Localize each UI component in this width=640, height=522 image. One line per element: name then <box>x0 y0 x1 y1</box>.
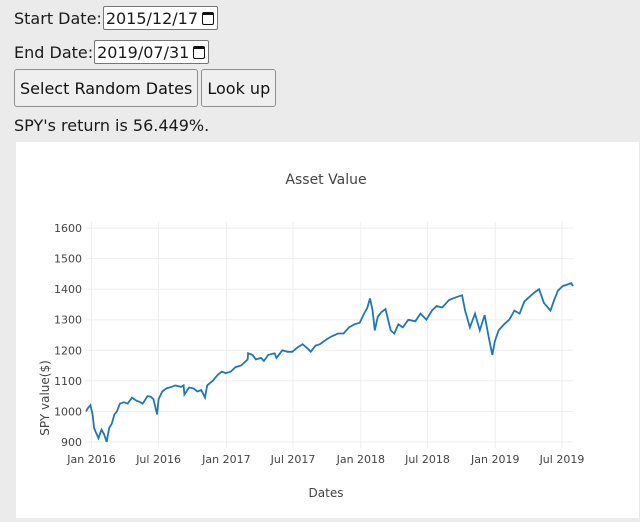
return-result-text: SPY's return is 56.449%. <box>14 116 210 135</box>
end-date-row: End Date: 2019/07/31 <box>14 40 210 64</box>
calendar-icon[interactable] <box>202 11 215 25</box>
button-row: Select Random Dates Look up <box>14 69 279 107</box>
x-tick-label: Jan 2018 <box>336 453 385 466</box>
x-tick-label: Jul 2018 <box>404 453 450 466</box>
grid-lines <box>86 222 573 448</box>
calendar-icon[interactable] <box>193 45 206 59</box>
spy-value-line <box>85 281 574 443</box>
start-date-row: Start Date: 2015/12/17 <box>14 6 219 30</box>
y-tick-label: 1000 <box>54 405 82 418</box>
x-tick-label: Jul 2017 <box>270 453 316 466</box>
x-tick-label: Jan 2017 <box>201 453 250 466</box>
select-random-dates-button[interactable]: Select Random Dates <box>14 69 199 107</box>
start-date-input[interactable]: 2015/12/17 <box>102 6 219 30</box>
look-up-button[interactable]: Look up <box>201 69 277 107</box>
axis-ticks: Jan 2016 Jul 2016 Jan 2017 Jul 2017 Jan 2018… <box>54 222 584 466</box>
x-tick-label: Jan 2016 <box>66 453 115 466</box>
chart-container: Asset Value Jan 2016 Jul 2016 Jan 2017 Jul … <box>16 142 639 518</box>
chart-title: Asset Value <box>285 172 366 188</box>
x-tick-label: Jul 2019 <box>539 453 585 466</box>
end-date-value: 2019/07/31 <box>97 42 190 62</box>
x-tick-label: Jan 2019 <box>470 453 519 466</box>
start-date-value: 2015/12/17 <box>105 8 199 28</box>
end-date-label: End Date: <box>14 42 94 62</box>
end-date-input[interactable]: 2019/07/31 <box>94 40 210 64</box>
x-tick-label: Jul 2016 <box>135 453 181 466</box>
y-tick-label: 1600 <box>54 222 82 235</box>
y-tick-label: 1400 <box>54 283 82 296</box>
y-axis-label: SPY value($) <box>38 360 52 436</box>
y-tick-label: 1300 <box>54 314 82 327</box>
y-tick-label: 1100 <box>54 375 82 388</box>
asset-value-chart: Asset Value Jan 2016 Jul 2016 Jan 2017 Jul … <box>38 172 584 500</box>
start-date-label: Start Date: <box>14 8 102 28</box>
y-tick-label: 1200 <box>54 344 82 357</box>
y-tick-label: 1500 <box>54 253 82 266</box>
y-tick-label: 900 <box>61 436 82 449</box>
x-axis-label: Dates <box>309 486 344 500</box>
